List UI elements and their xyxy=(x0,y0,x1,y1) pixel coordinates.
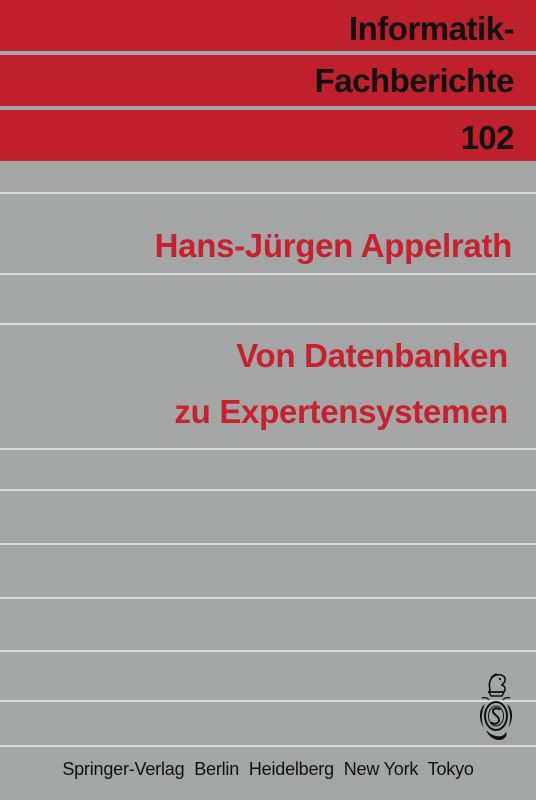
series-band-3 xyxy=(0,110,536,161)
series-title-line-2: Fachberichte xyxy=(314,62,515,99)
divider-line xyxy=(0,745,536,747)
publisher-city: Heidelberg xyxy=(248,759,334,779)
author-name: Hans-Jürgen Appelrath xyxy=(154,227,513,264)
divider-line xyxy=(0,273,536,275)
divider-line xyxy=(0,597,536,599)
publisher-city: Berlin xyxy=(194,759,240,779)
series-band-2 xyxy=(0,55,536,106)
divider-line xyxy=(0,650,536,652)
divider-line xyxy=(0,448,536,450)
divider-line xyxy=(0,543,536,545)
publisher-name: Springer-Verlag xyxy=(62,759,185,779)
series-volume-number: 102 xyxy=(460,119,514,156)
publisher-imprint: Springer-Verlag Berlin Heidelberg New Yo… xyxy=(0,759,536,780)
book-title-line-1: Von Datenbanken xyxy=(236,337,508,374)
divider-line xyxy=(0,323,536,325)
series-title-line-1: Informatik- xyxy=(348,10,515,47)
publisher-city: New York xyxy=(343,759,419,779)
springer-chess-knight-logo-icon xyxy=(479,673,513,740)
divider-line xyxy=(0,700,536,702)
divider-line xyxy=(0,192,536,194)
book-title-line-2: zu Expertensystemen xyxy=(174,393,508,430)
divider-line xyxy=(0,489,536,491)
series-band-1 xyxy=(0,0,536,51)
publisher-city: Tokyo xyxy=(427,759,474,779)
